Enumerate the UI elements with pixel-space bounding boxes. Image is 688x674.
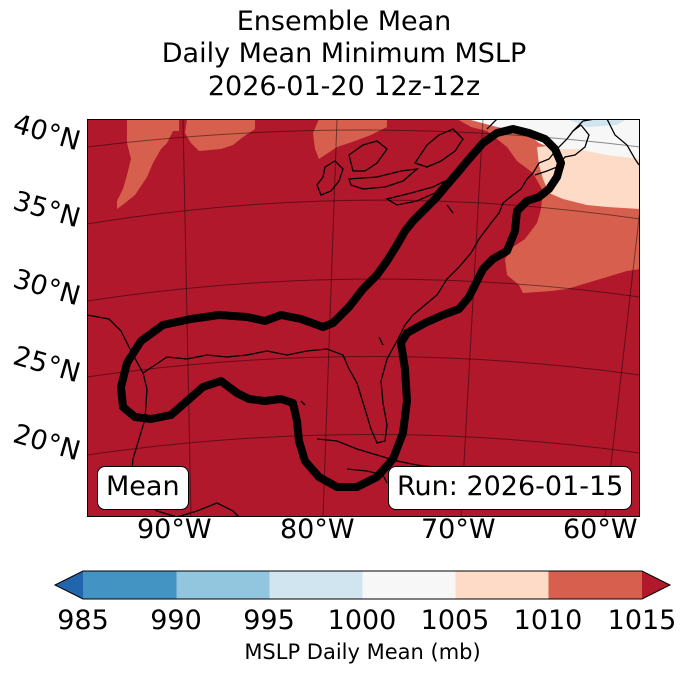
colorbar-segment-1005-1010 — [455, 571, 549, 599]
colorbar-tick-990: 990 — [150, 605, 202, 636]
mslp-1005-1010-patch — [537, 139, 640, 209]
title-line-1: Ensemble Mean — [236, 6, 452, 37]
run-date-badge: Run: 2026-01-15 — [388, 466, 633, 510]
lat-label-35n: 35°N — [9, 185, 84, 235]
colorbar-tick-1015: 1015 — [607, 605, 677, 636]
lat-label-30n: 30°N — [9, 263, 84, 313]
mslp-995-1000-patch — [567, 119, 627, 127]
lon-label-70w: 70°W — [421, 514, 496, 545]
mean-badge: Mean — [97, 466, 189, 510]
colorbar-under-arrow — [55, 571, 83, 599]
lon-label-60w: 60°W — [563, 514, 638, 545]
lat-label-40n: 40°N — [9, 108, 84, 158]
colorbar-over-arrow — [642, 571, 670, 599]
colorbar-segment-1010-1015 — [548, 571, 642, 599]
colorbar-label: MSLP Daily Mean (mb) — [244, 640, 481, 664]
colorbar-tick-1010: 1010 — [513, 605, 583, 636]
mslp-map — [87, 119, 640, 517]
colorbar — [53, 570, 672, 600]
colorbar-tick-1005: 1005 — [420, 605, 490, 636]
map-frame — [87, 119, 640, 517]
colorbar-tick-1000: 1000 — [327, 605, 397, 636]
colorbar-segment-995-1000 — [269, 571, 363, 599]
ensemble-region-contour — [117, 125, 565, 491]
lon-label-90w: 90°W — [137, 514, 212, 545]
colorbar-outline — [53, 570, 672, 600]
colorbar-tick-985: 985 — [57, 605, 109, 636]
colorbar-segment-1000-1005 — [362, 571, 456, 599]
lat-label-25n: 25°N — [9, 340, 84, 390]
lon-label-80w: 80°W — [280, 514, 355, 545]
colorbar-tick-995: 995 — [243, 605, 295, 636]
title-line-3: 2026-01-20 12z-12z — [207, 71, 481, 102]
colorbar-segment-990-995 — [176, 571, 270, 599]
title-line-2: Daily Mean Minimum MSLP — [161, 38, 527, 69]
lat-label-20n: 20°N — [9, 418, 84, 468]
colorbar-segment-985-990 — [83, 571, 177, 599]
